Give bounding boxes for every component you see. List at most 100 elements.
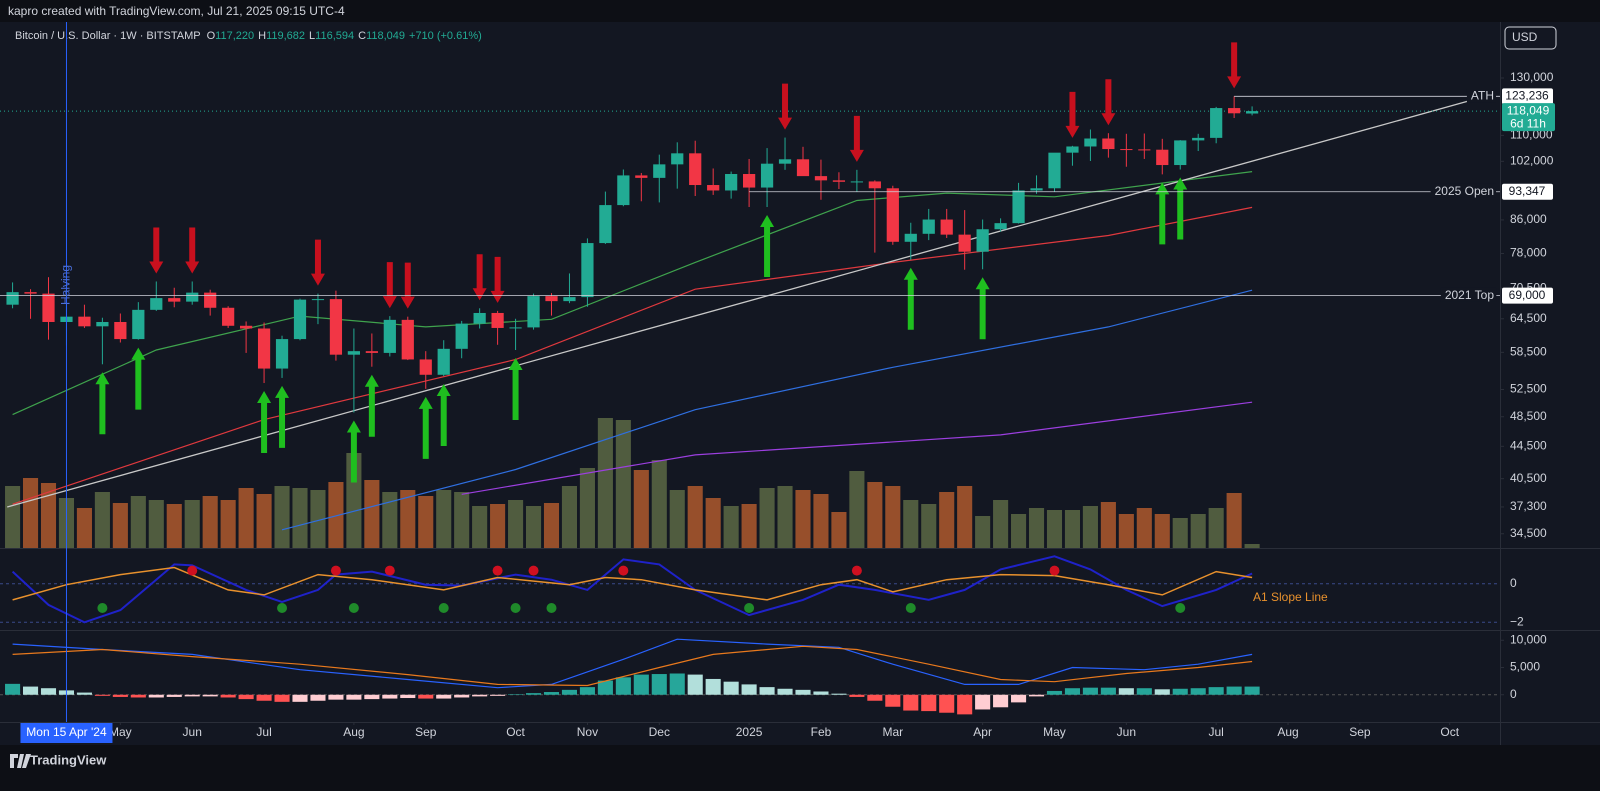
ohlc-value: 116,594 (315, 30, 354, 42)
volume-bar (831, 512, 847, 548)
macd-tick-label: 10,000 (1510, 632, 1547, 646)
candle-body (725, 174, 738, 191)
volume-bar (1100, 502, 1116, 548)
macd-bar (525, 693, 542, 695)
volume-bar (1190, 514, 1206, 548)
x-tick-label: Sep (415, 725, 437, 739)
candle-body (473, 312, 486, 324)
candle-body (994, 223, 1007, 230)
volume-bar (1082, 506, 1098, 548)
macd-bar (166, 694, 182, 697)
candle-body (1030, 188, 1043, 191)
volume-bar (759, 488, 775, 548)
crosshair-tag (20, 723, 113, 743)
trendline (7, 97, 1481, 508)
buy-arrow (903, 267, 918, 330)
candle-body (653, 164, 666, 178)
volume-bar (687, 486, 703, 548)
buy-arrow (346, 420, 361, 483)
sell-arrow (1227, 42, 1242, 89)
macd-bar (418, 694, 434, 699)
osc-dot (384, 565, 395, 576)
volume-bar (364, 480, 380, 548)
volume-bar (184, 500, 200, 548)
osc-label: A1 Slope Line (1253, 590, 1328, 604)
volume-bar (597, 418, 613, 548)
macd-bar (885, 694, 901, 707)
candle-body (581, 243, 594, 298)
sell-arrow (1065, 91, 1080, 138)
x-tick-label: Apr (973, 725, 992, 739)
candle-body (1120, 149, 1133, 151)
volume-bar (436, 490, 452, 548)
level-price-tag (1502, 88, 1553, 105)
macd-bar (777, 688, 793, 695)
osc-dot (510, 603, 521, 614)
level-label-bg (1430, 183, 1496, 198)
sell-arrow (400, 262, 415, 309)
candle-body (42, 293, 55, 322)
candle-body (1156, 149, 1169, 166)
candle-body (401, 319, 414, 360)
candle-body (940, 219, 953, 235)
macd-bar (382, 694, 398, 699)
osc-dot (1175, 603, 1186, 614)
macd-bar (112, 694, 128, 697)
sell-arrow (490, 256, 505, 303)
osc-dot (187, 565, 198, 576)
candle-body (114, 321, 127, 340)
volume-bar (813, 494, 829, 548)
volume-bar (328, 482, 344, 548)
currency-button[interactable] (1504, 26, 1557, 50)
currency[interactable]: USD (1512, 30, 1538, 44)
volume-bar (885, 486, 901, 548)
macd-bar (867, 694, 883, 701)
candle-body (186, 292, 199, 302)
level-price: 69,000 (1509, 288, 1546, 302)
macd-bar (1190, 688, 1206, 695)
volume-bar (705, 498, 721, 548)
candle-body (347, 351, 360, 355)
macd-bar (238, 694, 254, 700)
candle-body (545, 296, 558, 302)
volume-bar (1226, 493, 1242, 548)
macd-bar (615, 677, 631, 695)
volume-bar (1046, 510, 1063, 548)
volume-bar (508, 500, 524, 548)
macd-bar (795, 689, 811, 695)
volume-bar (94, 492, 110, 548)
candle-body (1174, 140, 1187, 166)
volume-bar (561, 486, 578, 548)
osc-line (11, 555, 1253, 624)
macd-bar (310, 694, 326, 701)
volume-bar (939, 492, 955, 548)
halving-label: Halving (59, 265, 73, 305)
ohlc-value: 118,049 (366, 30, 405, 42)
symbol: Bitcoin / U.S. Dollar · 1W · BITSTAMP (15, 30, 201, 42)
macd-bar (256, 694, 272, 701)
candle-body (419, 359, 432, 375)
x-tick-label: Feb (811, 725, 832, 739)
y-tick-label: 58,500 (1510, 345, 1547, 359)
osc-dot (546, 603, 557, 614)
macd-bar (274, 694, 290, 702)
volume-bar (723, 506, 739, 548)
y-tick-label: 48,500 (1510, 409, 1547, 423)
candle-body (96, 321, 109, 327)
volume-bar (400, 490, 416, 548)
buy-arrow (257, 391, 272, 454)
volume-bar (148, 500, 164, 548)
brand: TradingView (30, 752, 107, 767)
volume-bar (543, 503, 560, 548)
osc-dot (905, 603, 916, 614)
volume-bar (1208, 508, 1224, 548)
ohlc-key: O (207, 30, 216, 42)
macd-bar (1100, 687, 1116, 695)
x-tick-label: May (1043, 725, 1066, 739)
osc-dot (618, 565, 629, 576)
buy-arrow (95, 372, 110, 435)
macd-bar (1011, 694, 1027, 703)
volume-bar (40, 483, 57, 548)
osc-tick-label: −2 (1510, 614, 1524, 628)
